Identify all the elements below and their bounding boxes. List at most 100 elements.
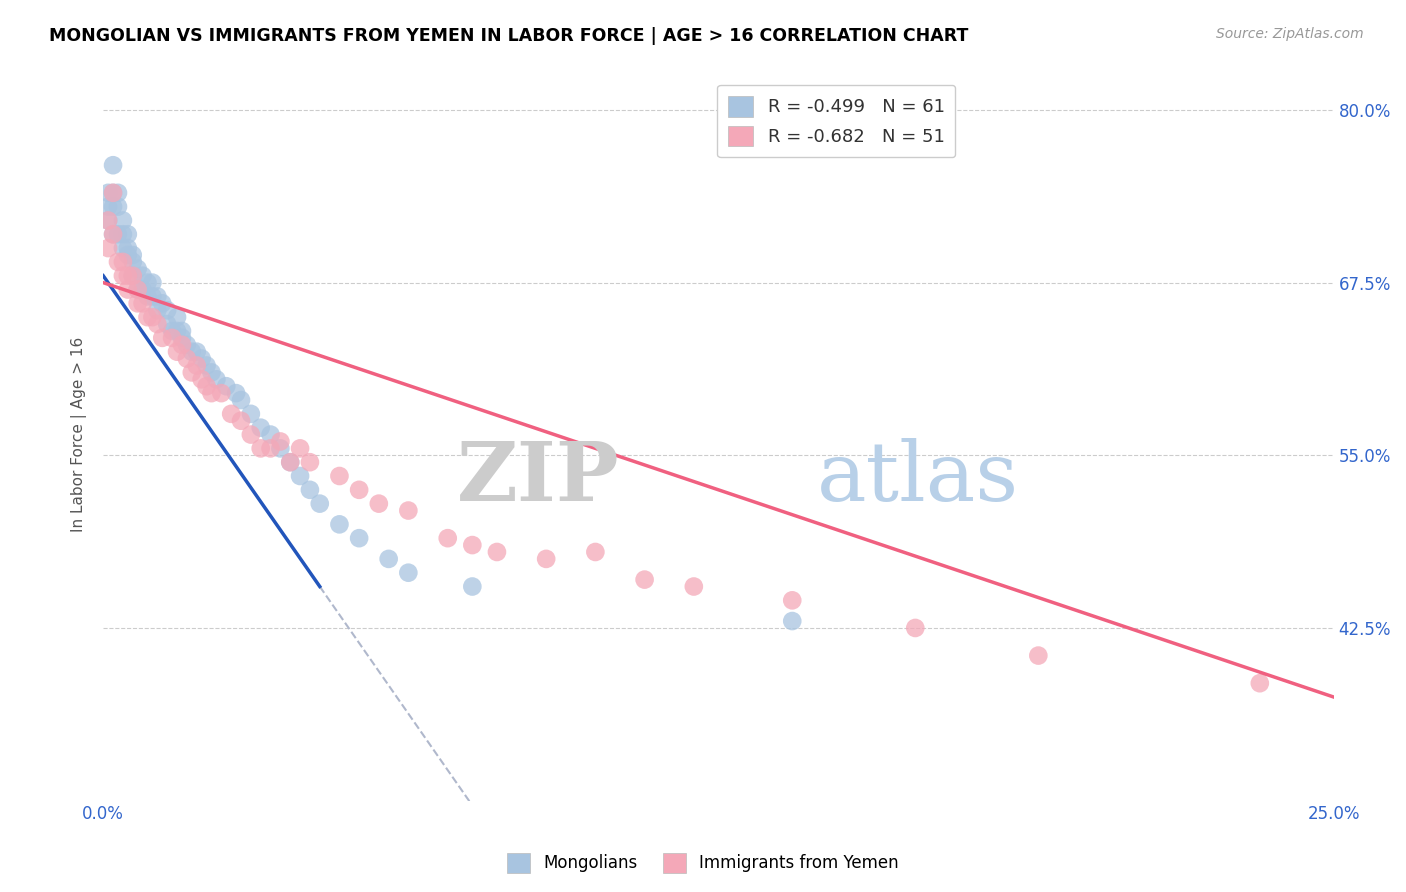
Point [180, 366, 202, 380]
Point [904, 621, 927, 635]
Point [101, 158, 124, 172]
Point [117, 268, 139, 283]
Point [136, 276, 159, 290]
Point [97, 200, 120, 214]
Point [117, 248, 139, 262]
Point [170, 338, 193, 352]
Point [215, 379, 238, 393]
Point [117, 241, 139, 255]
Point [117, 227, 139, 242]
Point [156, 303, 179, 318]
Point [150, 296, 173, 310]
Point [121, 268, 143, 283]
Point [436, 531, 458, 545]
Point [780, 593, 803, 607]
Point [170, 324, 193, 338]
Point [97, 241, 120, 255]
Point [101, 200, 124, 214]
Point [347, 531, 370, 545]
Point [117, 283, 139, 297]
Point [141, 276, 163, 290]
Point [131, 283, 153, 297]
Point [190, 351, 212, 366]
Point [367, 497, 389, 511]
Point [347, 483, 370, 497]
Point [111, 268, 134, 283]
Point [121, 248, 143, 262]
Point [146, 303, 169, 318]
Point [278, 455, 301, 469]
Y-axis label: In Labor Force | Age > 16: In Labor Force | Age > 16 [72, 337, 87, 533]
Point [150, 331, 173, 345]
Point [534, 552, 557, 566]
Point [111, 227, 134, 242]
Point [200, 366, 222, 380]
Point [249, 442, 271, 456]
Point [136, 289, 159, 303]
Point [396, 566, 419, 580]
Point [288, 442, 311, 456]
Point [166, 324, 188, 338]
Text: MONGOLIAN VS IMMIGRANTS FROM YEMEN IN LABOR FORCE | AGE > 16 CORRELATION CHART: MONGOLIAN VS IMMIGRANTS FROM YEMEN IN LA… [49, 27, 969, 45]
Point [156, 317, 179, 331]
Point [186, 359, 208, 373]
Point [111, 241, 134, 255]
Point [121, 268, 143, 283]
Point [101, 186, 124, 200]
Point [377, 552, 399, 566]
Point [101, 186, 124, 200]
Point [278, 455, 301, 469]
Point [131, 268, 153, 283]
Point [269, 442, 291, 456]
Point [176, 351, 198, 366]
Point [107, 200, 129, 214]
Legend: R = -0.499   N = 61, R = -0.682   N = 51: R = -0.499 N = 61, R = -0.682 N = 51 [717, 85, 956, 157]
Point [127, 261, 149, 276]
Point [190, 372, 212, 386]
Point [1028, 648, 1050, 663]
Point [166, 310, 188, 325]
Point [195, 379, 218, 393]
Point [249, 420, 271, 434]
Point [485, 545, 508, 559]
Point [131, 296, 153, 310]
Point [633, 573, 655, 587]
Point [101, 227, 124, 242]
Point [229, 414, 252, 428]
Point [176, 338, 198, 352]
Point [298, 483, 321, 497]
Point [200, 386, 222, 401]
Text: ZIP: ZIP [457, 439, 620, 518]
Point [205, 372, 228, 386]
Point [1249, 676, 1271, 690]
Point [111, 213, 134, 227]
Text: Source: ZipAtlas.com: Source: ZipAtlas.com [1216, 27, 1364, 41]
Point [170, 331, 193, 345]
Point [225, 386, 247, 401]
Point [269, 434, 291, 449]
Point [121, 255, 143, 269]
Point [97, 213, 120, 227]
Point [308, 497, 330, 511]
Point [107, 227, 129, 242]
Legend: Mongolians, Immigrants from Yemen: Mongolians, Immigrants from Yemen [501, 847, 905, 880]
Point [101, 227, 124, 242]
Point [239, 407, 262, 421]
Point [127, 296, 149, 310]
Point [160, 324, 183, 338]
Point [111, 255, 134, 269]
Text: atlas: atlas [817, 439, 1019, 518]
Point [97, 213, 120, 227]
Point [328, 517, 350, 532]
Point [328, 469, 350, 483]
Point [97, 186, 120, 200]
Point [583, 545, 606, 559]
Point [127, 283, 149, 297]
Point [136, 310, 159, 325]
Point [127, 283, 149, 297]
Point [259, 442, 281, 456]
Point [229, 392, 252, 407]
Point [141, 310, 163, 325]
Point [195, 359, 218, 373]
Point [682, 580, 704, 594]
